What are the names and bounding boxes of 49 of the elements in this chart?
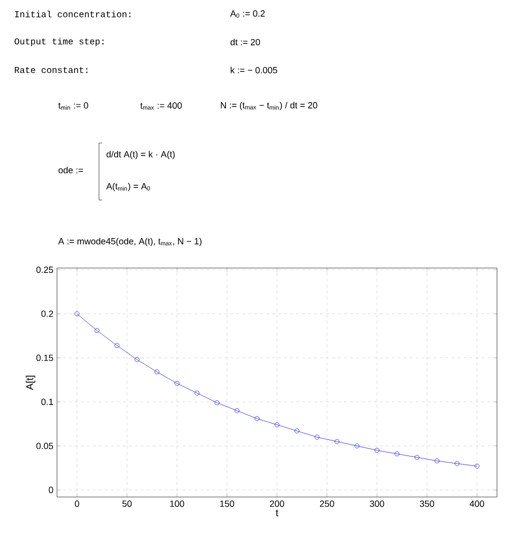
x-tick-label: 250	[320, 500, 334, 507]
point	[134, 357, 140, 362]
text: Output time step:	[14, 38, 104, 46]
point	[254, 416, 260, 422]
x-axis-title: t	[276, 510, 278, 516]
x-tick-label: 300	[370, 500, 384, 507]
point	[294, 428, 300, 434]
point	[434, 458, 440, 464]
point	[114, 343, 120, 348]
point	[214, 400, 220, 406]
text: k := − 0.005	[230, 66, 278, 74]
point	[274, 422, 280, 428]
point	[414, 454, 420, 460]
text: t$_{max}$ := 400	[140, 102, 182, 110]
point	[174, 380, 180, 386]
x-tick-label: 0	[74, 500, 80, 507]
point	[94, 328, 100, 333]
text: dt := 20	[230, 38, 260, 46]
y-tick-label: 0.25	[36, 266, 54, 273]
point	[154, 370, 160, 374]
text: Rate constant:	[14, 66, 88, 74]
point	[194, 390, 200, 396]
x-tick-label: 50	[122, 500, 132, 507]
text: A(t$_{min}$) = A$_{0}$	[106, 182, 150, 192]
y-tick-label: 0.1	[41, 398, 54, 406]
text: Initial concentration:	[15, 10, 130, 18]
point	[354, 444, 360, 448]
text: d/dt A(t) = k · A(t)	[106, 150, 175, 160]
y-tick-label: 0	[48, 486, 54, 494]
x-tick-label: 100	[170, 500, 184, 507]
text: t$_{min}$ := 0	[58, 102, 88, 110]
x-tick-label: 150	[220, 500, 234, 507]
point	[374, 448, 380, 453]
point	[314, 434, 320, 440]
point	[234, 408, 240, 414]
text: N := (t$_{max}$ − t$_{min}$) / dt = 20	[220, 102, 318, 110]
x-tick-label: 350	[420, 500, 434, 507]
y-tick-label: 0.2	[41, 310, 54, 317]
point	[394, 451, 400, 456]
text: A$_{0}$ := 0.2	[230, 10, 265, 18]
y-axis-title: A[t]	[26, 376, 36, 390]
y-tick-label: 0.05	[36, 442, 54, 450]
point	[454, 461, 460, 466]
x-tick-label: 400	[470, 500, 484, 507]
y-tick-label: 0.15	[36, 354, 54, 362]
point	[334, 439, 340, 444]
x-tick-label: 200	[270, 500, 284, 507]
text: A := mwode45(ode, A(t), t$_{max}$, N − 1)	[58, 238, 202, 246]
text: ode :=	[58, 166, 83, 174]
